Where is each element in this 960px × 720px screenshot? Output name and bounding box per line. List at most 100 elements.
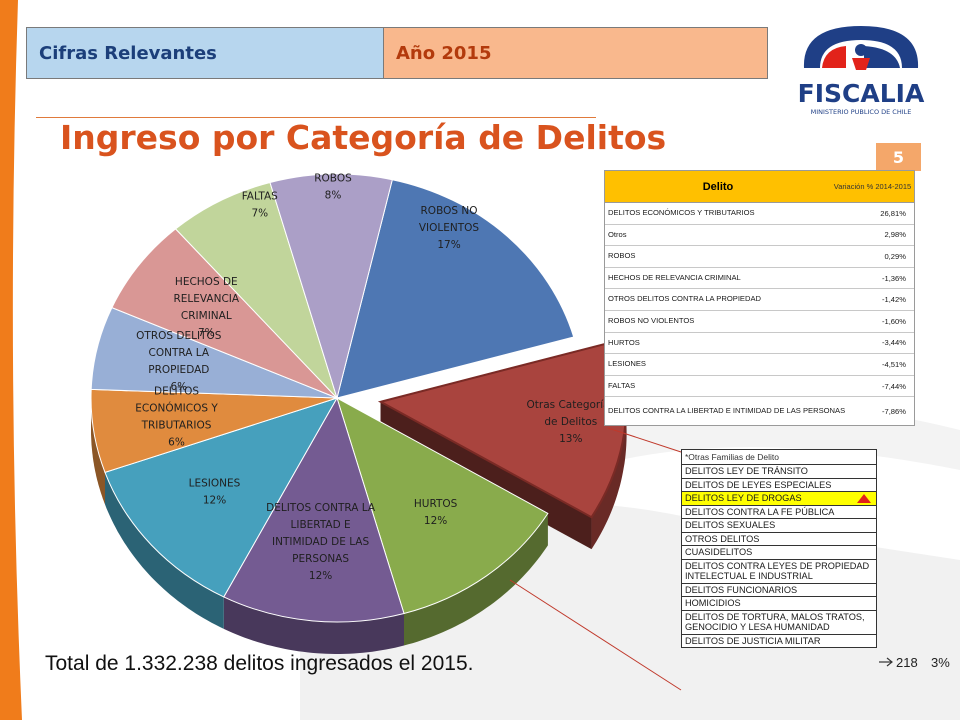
pie-slice-label: FALTAS 7% <box>242 191 278 220</box>
variation-table-row: HECHOS DE RELEVANCIA CRIMINAL -1,36% <box>605 268 914 290</box>
variation-value-cell: 2,98% <box>884 230 906 240</box>
pie-slice-label: DELITOS CONTRA LA LIBERTAD E INTIMIDAD DE … <box>266 502 376 582</box>
family-row-text: DELITOS LEY DE TRÁNSITO <box>685 466 808 476</box>
family-row: DELITOS DE TORTURA, MALOS TRATOS, GENOCI… <box>682 609 876 634</box>
family-row: DELITOS DE JUSTICIA MILITAR <box>682 633 876 648</box>
family-row-text: DELITOS SEXUALES <box>685 520 776 530</box>
pie-slice-side <box>105 472 224 629</box>
variation-value-cell: -7,44% <box>881 381 906 391</box>
year-header: Año 2015 <box>383 27 768 79</box>
variation-delito-cell: ROBOS NO VIOLENTOS <box>608 316 695 326</box>
pie-slice-label: Otras Categorías de Delitos 13% <box>527 399 616 445</box>
pie-slice-label: HURTOS 12% <box>414 498 458 527</box>
family-row: DELITOS LEY DE TRÁNSITO <box>682 464 876 478</box>
delito-column-header: Delito <box>702 180 734 193</box>
family-row: DELITOS DE LEYES ESPECIALES <box>682 477 876 492</box>
variation-table-row: ROBOS NO VIOLENTOS -1,60% <box>605 311 914 333</box>
logo-subtext: MINISTERIO PUBLICO DE CHILE <box>811 108 912 116</box>
pie-slice-label: LESIONES 12% <box>189 478 241 507</box>
variation-delito-cell: FALTAS <box>608 380 636 390</box>
pie-slice <box>104 397 339 598</box>
title-rule <box>36 117 596 118</box>
year-header-text: Año 2015 <box>396 42 492 64</box>
family-row: DELITOS LEY DE DROGAS <box>682 491 876 505</box>
pie-slice <box>336 396 549 615</box>
family-row-text: DELITOS DE LEYES ESPECIALES <box>685 479 832 490</box>
pie-slice-side <box>223 596 404 654</box>
family-row-text: DELITOS DE TORTURA, MALOS TRATOS, GENOCI… <box>685 611 865 633</box>
pie-slice <box>174 181 338 399</box>
section-header-text: Cifras Relevantes <box>39 42 217 64</box>
variation-table-row: DELITOS ECONÓMICOS Y TRIBUTARIOS 26,81% <box>605 203 914 225</box>
variation-delito-cell: HECHOS DE RELEVANCIA CRIMINAL <box>608 272 741 282</box>
family-row-text: DELITOS FUNCIONARIOS <box>685 584 798 595</box>
variation-table-row: Otros 2,98% <box>605 225 914 247</box>
page-number-badge: 5 <box>876 143 921 171</box>
family-row-text: CUASIDELITOS <box>685 547 753 557</box>
fiscalia-logo: FISCALIA MINISTERIO PUBLICO DE CHILE <box>798 26 925 116</box>
family-row-text: DELITOS CONTRA LA FE PÚBLICA <box>685 506 835 517</box>
families-count: 218 <box>896 655 918 670</box>
variation-table: Delito Variación % 2014-2015 DELITOS ECO… <box>604 170 915 427</box>
variacion-column-header: Variación % 2014-2015 <box>833 182 912 191</box>
pie-slice-side <box>404 513 548 646</box>
variation-table-row: ROBOS 0,29% <box>605 246 914 268</box>
family-row: DELITOS CONTRA LEYES DE PROPIEDAD INTELE… <box>682 558 876 583</box>
families-percent: 3% <box>931 655 950 670</box>
variation-delito-cell: ROBOS <box>608 251 636 261</box>
variation-value-cell: 0,29% <box>884 251 906 261</box>
pie-slice-label: ROBOS NO VIOLENTOS 17% <box>419 205 480 251</box>
orange-swoosh-decoration <box>0 0 22 720</box>
pie-slice-label: ROBOS 8% <box>314 173 352 202</box>
variation-table-header: Delito Variación % 2014-2015 <box>605 171 914 203</box>
family-row-text: DELITOS LEY DE DROGAS <box>685 493 802 503</box>
variation-delito-cell: DELITOS CONTRA LA LIBERTAD E INTIMIDAD D… <box>608 406 846 416</box>
variation-value-cell: -1,42% <box>881 295 906 305</box>
pie-slice-label: OTROS DELITOS CONTRA LA PROPIEDAD 6% <box>136 330 222 393</box>
family-row-text: OTROS DELITOS <box>685 533 760 544</box>
increase-arrow-icon <box>857 494 871 503</box>
page-title: Ingreso por Categoría de Delitos <box>60 118 667 157</box>
variation-table-row: OTROS DELITOS CONTRA LA PROPIEDAD -1,42% <box>605 289 914 311</box>
pie-slice <box>223 396 405 623</box>
other-families-table: *Otras Familias de Delito DELITOS LEY DE… <box>681 449 877 648</box>
families-caption: *Otras Familias de Delito <box>685 452 780 462</box>
variation-value-cell: -1,60% <box>881 316 906 326</box>
page-number: 5 <box>892 147 905 167</box>
total-summary: Total de 1.332.238 delitos ingresados el… <box>45 652 474 675</box>
variation-value-cell: 26,81% <box>880 208 906 218</box>
pie-slice-label: HECHOS DE RELEVANCIA CRIMINAL 7% <box>174 276 240 339</box>
pie-slice-side <box>91 389 105 505</box>
section-header: Cifras Relevantes <box>26 27 384 79</box>
families-list: DELITOS LEY DE TRÁNSITO DELITOS DE LEYES … <box>682 464 876 647</box>
variation-delito-cell: OTROS DELITOS CONTRA LA PROPIEDAD <box>608 294 762 304</box>
variation-delito-cell: LESIONES <box>608 359 646 369</box>
family-row: CUASIDELITOS <box>682 545 876 559</box>
family-row: HOMICIDIOS <box>682 596 876 610</box>
pie-slice-side <box>591 394 627 550</box>
variation-table-row: DELITOS CONTRA LA LIBERTAD E INTIMIDAD D… <box>605 397 914 425</box>
family-row-text: DELITOS CONTRA LEYES DE PROPIEDAD INTELE… <box>685 560 870 582</box>
variation-table-row: HURTOS -3,44% <box>605 333 914 355</box>
pie-slice <box>336 179 575 399</box>
variation-delito-cell: HURTOS <box>608 337 640 347</box>
variation-delito-cell: Otros <box>608 229 627 239</box>
variation-value-cell: -7,86% <box>881 406 906 416</box>
pie-slice-label: DELITOS ECONÓMICOS Y TRIBUTARIOS 6% <box>135 386 218 449</box>
variation-delito-cell: DELITOS ECONÓMICOS Y TRIBUTARIOS <box>608 208 755 218</box>
logo-text: FISCALIA <box>798 79 925 108</box>
family-row: OTROS DELITOS <box>682 531 876 546</box>
family-row: DELITOS CONTRA LA FE PÚBLICA <box>682 504 876 519</box>
pie-slice <box>111 228 338 399</box>
family-row: DELITOS SEXUALES <box>682 518 876 532</box>
variation-value-cell: -1,36% <box>881 273 906 283</box>
variation-table-row: FALTAS -7,44% <box>605 376 914 398</box>
variation-table-body: DELITOS ECONÓMICOS Y TRIBUTARIOS 26,81% Ot… <box>605 203 914 425</box>
family-row: DELITOS FUNCIONARIOS <box>682 582 876 597</box>
family-row-text: DELITOS DE JUSTICIA MILITAR <box>685 635 821 646</box>
arrow-right-icon <box>879 657 893 667</box>
family-row-text: HOMICIDIOS <box>685 598 741 608</box>
variation-table-row: LESIONES -4,51% <box>605 354 914 376</box>
